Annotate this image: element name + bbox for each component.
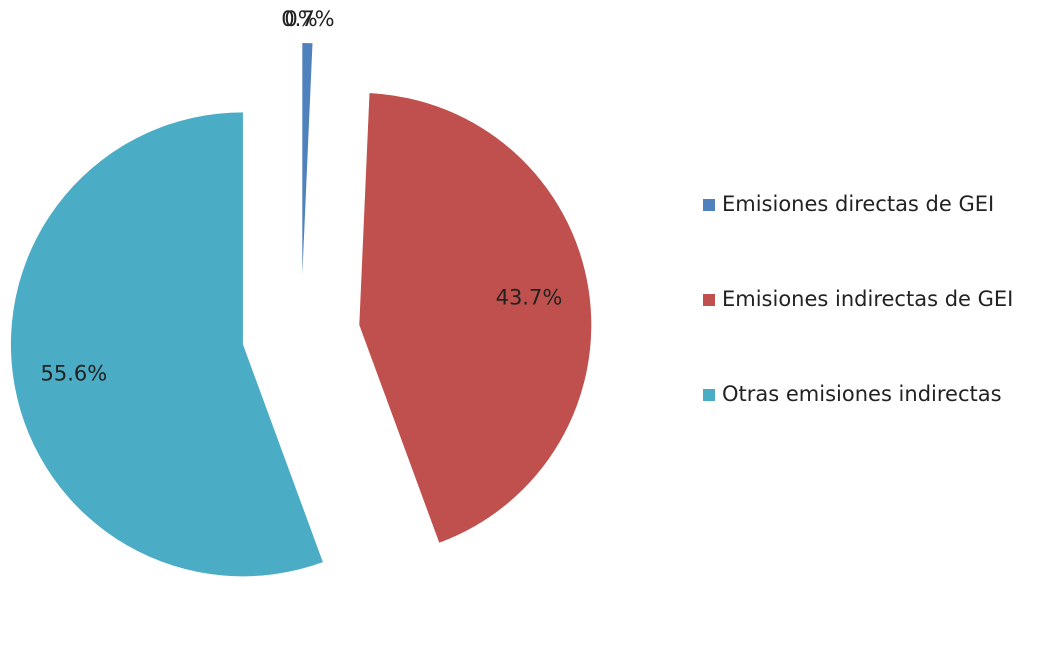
legend-label: Emisiones directas de GEI [722, 192, 994, 216]
data-label: 55.6% [41, 361, 108, 385]
legend-swatch [703, 294, 715, 306]
legend-swatch [703, 199, 715, 211]
pie-slice [302, 43, 313, 276]
data-label: 0% [284, 7, 317, 31]
data-label: 43.7% [496, 286, 563, 310]
pie-slice [10, 112, 323, 577]
legend-label: Otras emisiones indirectas [722, 382, 1002, 406]
pie-slice [359, 93, 592, 543]
legend-label: Emisiones indirectas de GEI [722, 287, 1013, 311]
data-label: 0.7% [281, 7, 334, 31]
legend-swatch [703, 389, 715, 401]
